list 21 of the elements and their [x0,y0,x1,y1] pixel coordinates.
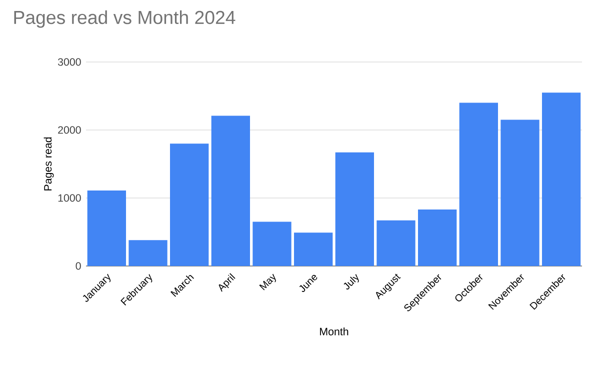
y-tick-label: 0 [76,262,81,270]
y-axis-title: Pages read [44,137,54,190]
y-tick-label: 2000 [58,126,81,134]
bar [542,92,581,266]
bar [128,240,168,266]
bar [500,120,540,266]
bar [87,190,126,266]
bar [418,210,457,266]
chart-title: Pages read vs Month 2024 [14,10,236,28]
bar [294,232,333,266]
x-tick-label: July [344,274,359,290]
bar [335,152,374,266]
bar [170,144,209,266]
y-tick-label: 3000 [58,58,81,66]
bar [376,220,416,266]
x-tick-label: May [259,274,276,290]
x-axis-title: Month [320,327,348,336]
y-tick-label: 1000 [58,194,81,202]
bar [211,116,250,266]
bar [252,222,292,266]
bar [459,102,498,266]
